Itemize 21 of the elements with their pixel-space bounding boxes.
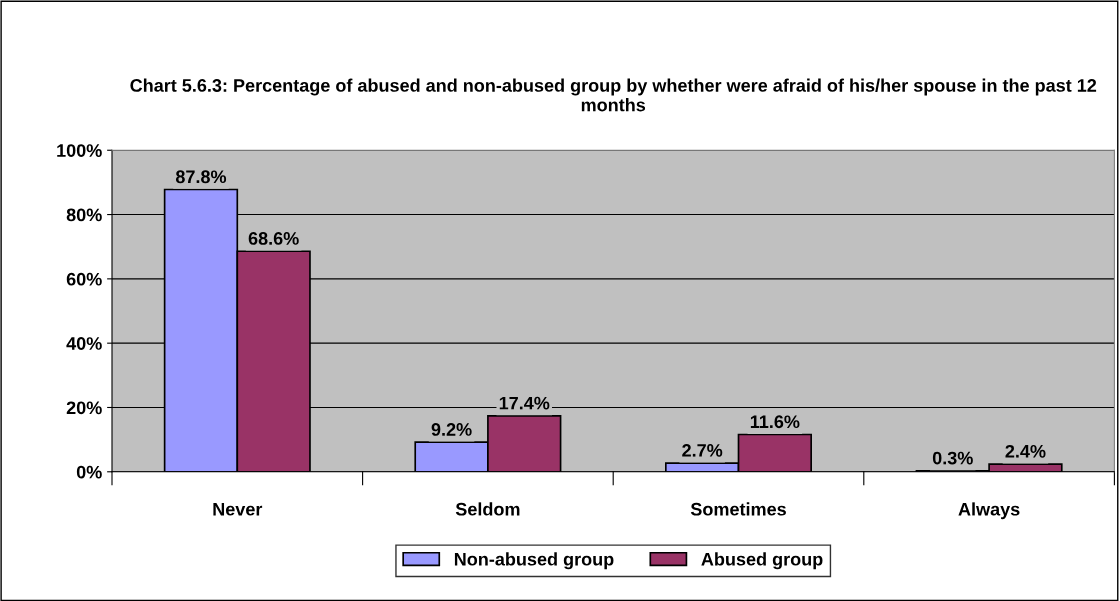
data-label: 2.7% [682,443,723,457]
data-label: 9.2% [431,423,472,436]
y-tick-label: 40% [66,337,102,350]
x-tick-label: Seldom [455,502,520,516]
data-label: 17.4% [499,396,550,410]
y-tick-label: 100% [57,144,102,157]
x-tick-label: Sometimes [690,502,786,516]
y-tick-label: 60% [66,272,102,286]
data-label: 2.4% [1005,444,1046,458]
data-label: 87.8% [175,170,227,184]
data-label: 68.6% [248,232,299,245]
legend-label: Abused group [701,552,823,570]
y-tick-label: 80% [66,208,102,222]
y-tick-label: 0% [76,465,102,479]
data-label: 0.3% [932,451,973,465]
chart-title: Chart 5.6.3: Percentage of abused and non-abused group by whether were afraid of his/her spouse in the past 12 months [130,78,1097,112]
legend-label: Non-abused group [454,552,614,570]
x-tick-label: Always [958,502,1020,520]
data-label: 11.6% [750,415,800,429]
y-tick-label: 20% [66,401,102,415]
x-tick-label: Never [213,503,263,516]
